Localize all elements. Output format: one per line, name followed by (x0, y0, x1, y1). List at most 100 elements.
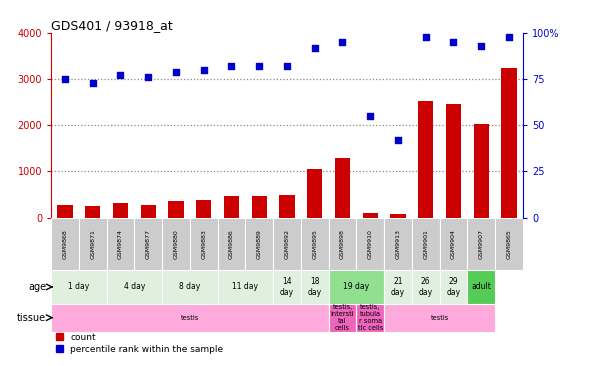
Text: GSM9898: GSM9898 (340, 229, 345, 259)
Text: age: age (28, 282, 46, 292)
Bar (79, 218, 106, 270)
Bar (218, 218, 245, 270)
Bar (141, 205, 156, 218)
Bar (85, 206, 100, 218)
Text: GSM9889: GSM9889 (257, 229, 261, 259)
Text: testis,
tubula
r soma
tic cells: testis, tubula r soma tic cells (358, 304, 383, 331)
Bar (224, 197, 239, 218)
Text: 8 day: 8 day (179, 283, 201, 291)
Bar (245, 218, 273, 270)
Text: GDS401 / 93918_at: GDS401 / 93918_at (51, 19, 173, 32)
Bar (418, 101, 433, 218)
Point (144, 74, 153, 80)
Bar (439, 218, 468, 270)
Text: 21
day: 21 day (391, 277, 405, 296)
Bar (329, 304, 356, 332)
Text: 18
day: 18 day (308, 277, 322, 296)
Text: GSM9883: GSM9883 (201, 229, 206, 259)
Text: 11 day: 11 day (233, 283, 258, 291)
Point (254, 63, 264, 69)
Text: testis: testis (181, 315, 199, 321)
Text: 29
day: 29 day (447, 277, 460, 296)
Bar (468, 270, 495, 304)
Text: GSM9880: GSM9880 (174, 229, 178, 259)
Bar (106, 218, 135, 270)
Text: testis,
intersti
tal
cells: testis, intersti tal cells (331, 304, 355, 331)
Bar (412, 270, 439, 304)
Text: GSM9901: GSM9901 (423, 229, 429, 259)
Point (199, 67, 209, 73)
Bar (162, 270, 218, 304)
Text: 1 day: 1 day (68, 283, 90, 291)
Point (227, 63, 236, 69)
Bar (446, 104, 461, 218)
Bar (501, 68, 517, 218)
Bar (51, 218, 79, 270)
Text: GSM9871: GSM9871 (90, 229, 95, 259)
Bar (307, 169, 322, 218)
Bar (279, 195, 294, 218)
Bar (329, 270, 384, 304)
Bar (273, 270, 301, 304)
Bar (301, 218, 329, 270)
Bar (384, 218, 412, 270)
Bar (391, 214, 406, 218)
Bar (196, 199, 212, 218)
Bar (384, 270, 412, 304)
Bar (474, 124, 489, 218)
Bar (218, 270, 273, 304)
Bar (51, 304, 329, 332)
Point (282, 63, 292, 69)
Bar (468, 218, 495, 270)
Bar (273, 218, 301, 270)
Legend: count, percentile rank within the sample: count, percentile rank within the sample (56, 333, 223, 354)
Bar (356, 304, 384, 332)
Bar (106, 270, 162, 304)
Bar (356, 218, 384, 270)
Bar (412, 218, 439, 270)
Point (421, 34, 430, 40)
Text: 14
day: 14 day (280, 277, 294, 296)
Point (365, 113, 375, 119)
Text: GSM9907: GSM9907 (479, 229, 484, 259)
Bar (335, 158, 350, 218)
Point (310, 45, 320, 51)
Point (504, 34, 514, 40)
Text: GSM9892: GSM9892 (284, 229, 290, 259)
Text: GSM9895: GSM9895 (313, 229, 317, 259)
Bar (329, 218, 356, 270)
Point (171, 69, 181, 75)
Text: GSM9877: GSM9877 (145, 229, 151, 259)
Text: 19 day: 19 day (343, 283, 370, 291)
Point (477, 43, 486, 49)
Text: GSM9904: GSM9904 (451, 229, 456, 259)
Bar (51, 270, 106, 304)
Text: testis: testis (430, 315, 449, 321)
Text: GSM9913: GSM9913 (395, 229, 400, 259)
Bar (57, 205, 73, 218)
Point (88, 80, 97, 86)
Point (449, 39, 459, 45)
Text: GSM9874: GSM9874 (118, 229, 123, 259)
Text: adult: adult (471, 283, 491, 291)
Bar (113, 203, 128, 218)
Bar (190, 218, 218, 270)
Bar (135, 218, 162, 270)
Text: GSM9910: GSM9910 (368, 229, 373, 259)
Bar (168, 201, 183, 218)
Bar (495, 218, 523, 270)
Point (338, 39, 347, 45)
Text: 4 day: 4 day (124, 283, 145, 291)
Text: tissue: tissue (17, 313, 46, 323)
Bar (362, 213, 378, 218)
Point (60, 76, 70, 82)
Text: GSM9868: GSM9868 (63, 229, 67, 259)
Bar (252, 196, 267, 218)
Point (115, 72, 125, 78)
Bar (162, 218, 190, 270)
Text: 26
day: 26 day (419, 277, 433, 296)
Point (393, 137, 403, 143)
Bar (439, 270, 468, 304)
Bar (301, 270, 329, 304)
Bar (384, 304, 495, 332)
